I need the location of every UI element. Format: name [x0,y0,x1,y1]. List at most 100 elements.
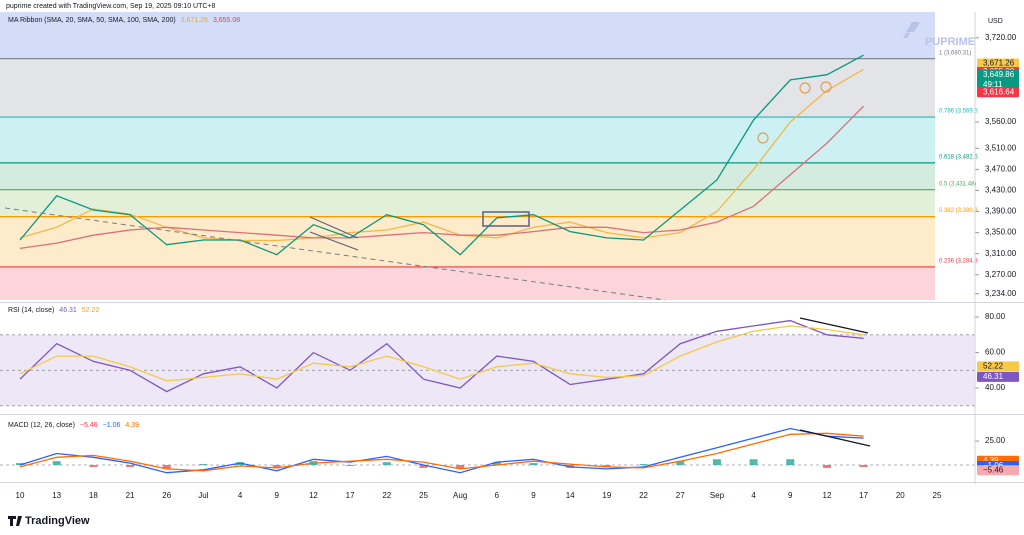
badge-label: −5.46 [983,465,1004,474]
x-tick-label: 19 [602,491,611,500]
x-tick-label: Jul [198,491,208,500]
price-badge [977,87,1019,98]
price-badge [977,58,1019,69]
zone [0,12,935,59]
zone [0,189,935,217]
histogram-bar [529,463,538,466]
histogram-bar [676,461,685,466]
title-value: 3,671.26 [181,17,208,24]
badge-label: 3,671.26 [983,59,1015,68]
currency: USD [988,18,1003,25]
marker-circle [820,81,832,93]
x-tick-label: Aug [453,491,467,500]
flag-line [309,216,359,239]
title-value: 52.22 [82,307,100,314]
y-tick-label: 60.00 [985,348,1006,357]
histogram-bar [639,464,648,466]
pane-title: RSI (14, close) [8,307,54,314]
price-badge [977,371,1019,382]
histogram-bar [52,461,61,466]
x-tick-label: 26 [162,491,171,500]
histogram-bar [786,459,795,466]
x-tick-label: 27 [676,491,685,500]
series-line [19,68,864,242]
series-line [19,319,864,393]
credit: puprime created with TradingView.com, Se… [6,3,216,10]
x-tick-label: 20 [896,491,905,500]
x-tick-label: 6 [495,491,500,500]
y-tick-label: 3,310.00 [985,249,1017,258]
zone [0,216,935,267]
y-tick-label: 3,430.00 [985,186,1017,195]
pane: 1 (3,680.31) 0.786 (3,569.5 0.618 (3,482.5… [0,12,1024,303]
zone [0,266,935,300]
histogram-bar [749,459,758,466]
series-line [19,105,865,250]
marker-circle [799,82,811,94]
zone [0,58,935,118]
x-tick-label: 21 [126,491,135,500]
x-tick-label: 9 [275,491,280,500]
x-tick-label: 25 [419,491,428,500]
histogram-bar [272,465,281,468]
trend-line [4,207,666,301]
series-line [19,427,864,474]
zone [0,117,935,163]
x-tick-label: 4 [238,491,243,500]
series-line [19,432,864,472]
title-value: 3,655.08 [213,17,240,24]
fib-label: 0.5 (3,431.48) [939,181,976,187]
logo-text: TradingView [25,515,90,527]
price-badge [977,465,1019,476]
x-tick-label: 17 [859,491,868,500]
pane: 25.00 MACD (12, 26, close) −5.46 −1.06 4.39 4… [0,422,1024,483]
y-tick-label: 3,470.00 [985,165,1017,174]
histogram-bar [16,463,24,466]
zone [0,162,935,190]
marks: 1 (3,680.31) 0.786 (3,569.5 0.618 (3,482.5… [0,12,1024,483]
x-tick-label: 10 [16,491,25,500]
fib-label: 0.382 (3,380.3 [939,208,978,214]
y-tick-label: 3,510.00 [985,143,1017,152]
flag-line [309,231,359,251]
histogram-bar [89,465,98,467]
price-badge [977,69,1019,90]
y-tick-label: 3,560.00 [985,117,1017,126]
y-tick-label: 80.00 [985,312,1006,321]
pane-title: MACD (12, 26, close) [8,422,75,429]
badge-label: 52.22 [983,361,1004,370]
histogram-bar [126,465,135,467]
badge-label: 46.31 [983,372,1004,381]
x-tick-label: Sep [710,491,725,500]
y-tick-label: 25.00 [985,436,1006,445]
y-tick-label: 3,350.00 [985,228,1017,237]
pane-title: MA Ribbon (SMA, 20, SMA, 50, SMA, 100, S… [8,17,176,24]
y-tick-label: 40.00 [985,383,1006,392]
fib-label: 0.618 (3,482.5 [939,154,978,160]
range-box [482,211,530,227]
x-tick-label: 17 [346,491,355,500]
badge-sublabel: 49:11 [983,80,1003,89]
divergence-line [799,429,871,447]
title-value: 46.31 [59,307,77,314]
y-tick-label: 3,720.00 [985,33,1017,42]
x-tick-label: 25 [933,491,942,500]
badge-label: 4.39 [983,456,999,465]
x-tick-label: 18 [89,491,98,500]
x-tick-label: 22 [382,491,391,500]
fib-label: 1 (3,680.31) [939,50,971,56]
x-tick-label: 9 [788,491,793,500]
marker-circle [757,132,769,144]
histogram-bar [602,465,611,467]
badge-label: 3,649.86 [983,70,1015,79]
histogram-bar [822,465,831,468]
histogram-bar [456,465,465,469]
x-tick-label: 12 [309,491,318,500]
title-value: −5.46 [80,422,98,429]
histogram-bar [859,465,868,467]
title-value: 4.39 [125,422,139,429]
badge-label: 3,616.64 [983,87,1015,96]
logo-mark [8,516,22,526]
series-line [19,325,864,382]
